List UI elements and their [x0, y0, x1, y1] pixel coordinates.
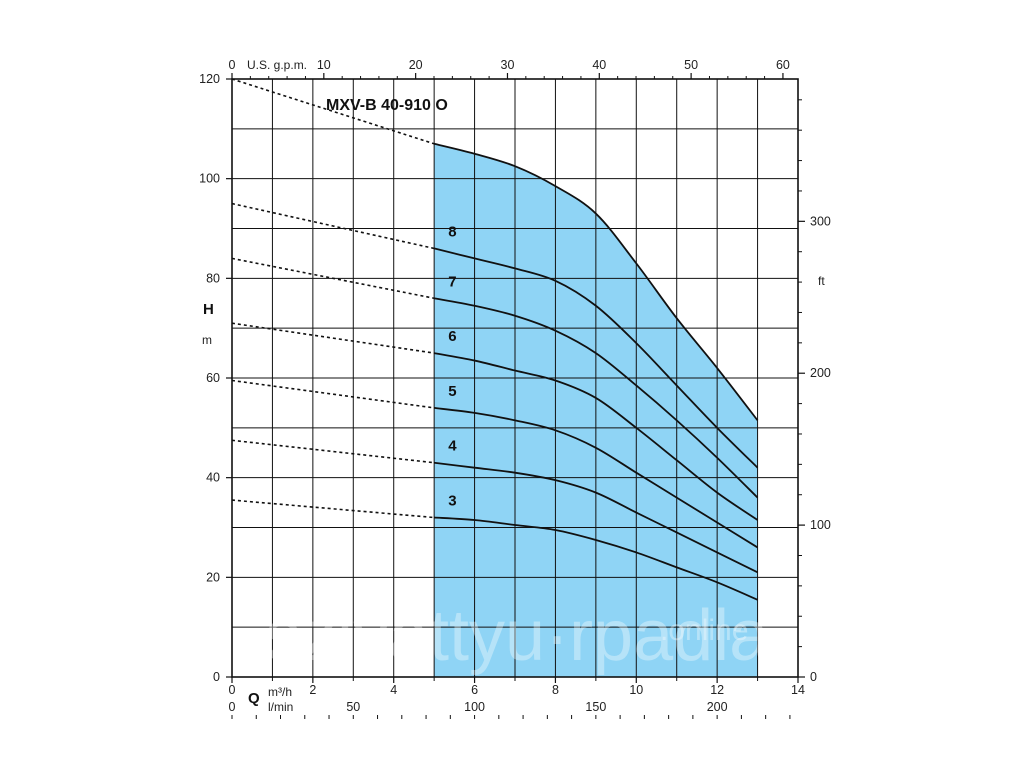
lmin-tick-label: 50 [346, 700, 360, 714]
top-tick-label: 30 [501, 58, 515, 72]
x-tick-label: 10 [629, 683, 643, 697]
watermark-suffix: .online [660, 614, 748, 647]
curve-7 [433, 297, 759, 499]
curve-3 [434, 516, 758, 601]
right-tick-label: 200 [810, 366, 831, 380]
y-axis-unit-right: ft [818, 274, 825, 288]
curve-4-dashed [231, 439, 435, 464]
curve-label-8: 8 [448, 223, 456, 240]
grid [232, 79, 798, 677]
curve-5-dashed [231, 379, 435, 409]
curve-6 [433, 352, 759, 521]
chart-title: MXV-B 40-910 O [326, 97, 448, 114]
x-tick-label: 2 [309, 683, 316, 697]
right-tick-label: 300 [810, 214, 831, 228]
x-tick-label: 14 [791, 683, 805, 697]
top-tick-label: 10 [317, 58, 331, 72]
y-tick-label: 20 [206, 570, 220, 584]
top-tick-label: 0 [229, 58, 236, 72]
top-tick-label: 60 [776, 58, 790, 72]
top-tick-label: 50 [684, 58, 698, 72]
curve-label-6: 6 [448, 328, 456, 345]
lmin-tick-label: 200 [707, 700, 728, 714]
curve-5 [434, 407, 759, 549]
curve-label-5: 5 [448, 383, 456, 400]
y-tick-label: 0 [213, 670, 220, 684]
curve-label-4: 4 [448, 438, 457, 455]
right-tick-label: 100 [810, 518, 831, 532]
watermark: szivattyu·rpadla .online [265, 596, 770, 676]
top-tick-label: 40 [592, 58, 606, 72]
x-tick-label: 0 [229, 683, 236, 697]
x-tick-label: 6 [471, 683, 478, 697]
y-tick-label: 100 [199, 172, 220, 186]
y-axis-symbol: H [203, 301, 214, 318]
y-tick-label: 60 [206, 371, 220, 385]
curve-8-dashed [231, 202, 435, 250]
y-tick-label: 80 [206, 271, 220, 285]
right-tick-label: 0 [810, 670, 817, 684]
curve-label-3: 3 [448, 493, 456, 510]
lmin-tick-label: 150 [585, 700, 606, 714]
curves [231, 78, 759, 601]
axes [226, 73, 805, 719]
envelope-curve [433, 142, 759, 421]
x-axis-unit-primary: m³/h [268, 685, 292, 699]
lmin-tick-label: 100 [464, 700, 485, 714]
x-tick-label: 4 [390, 683, 397, 697]
y-tick-label: 120 [199, 72, 220, 86]
x-tick-label: 12 [710, 683, 724, 697]
curve-4 [434, 461, 758, 574]
x-axis-symbol: Q [248, 690, 260, 707]
curve-8 [433, 247, 759, 469]
curve-7-dashed [231, 257, 435, 300]
x-axis-unit-secondary: l/min [268, 700, 293, 714]
x-axis-unit-top: U.S. g.p.m. [247, 58, 307, 72]
top-tick-label: 20 [409, 58, 423, 72]
y-axis-unit-left: m [202, 333, 212, 347]
lmin-tick-label: 0 [229, 700, 236, 714]
y-tick-label: 40 [206, 471, 220, 485]
curve-label-7: 7 [448, 273, 456, 290]
x-tick-label: 8 [552, 683, 559, 697]
envelope-curve-dashed [231, 78, 435, 145]
curve-6-dashed [231, 322, 435, 354]
watermark-text: szivattyu·rpadla [265, 596, 770, 676]
curve-3-dashed [231, 499, 435, 519]
